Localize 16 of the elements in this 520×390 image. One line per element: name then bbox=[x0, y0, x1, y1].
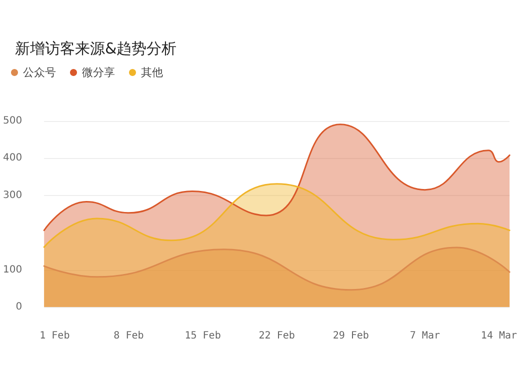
legend-label: 微分享 bbox=[82, 66, 115, 79]
y-tick-label: 0 bbox=[16, 302, 22, 312]
x-tick-label: 7 Mar bbox=[410, 330, 440, 342]
y-tick-label: 100 bbox=[2, 264, 22, 276]
y-tick-label: 400 bbox=[2, 152, 22, 164]
legend-label: 其他 bbox=[141, 66, 163, 79]
x-tick-label: 22 Feb bbox=[258, 330, 295, 342]
x-tick-label: 1 Feb bbox=[40, 330, 70, 342]
legend-label: 公众号 bbox=[23, 66, 56, 79]
chart-title: 新增访客来源&趋势分析 bbox=[15, 40, 177, 58]
y-tick-label: 300 bbox=[2, 190, 22, 201]
x-tick-label: 8 Feb bbox=[114, 330, 144, 342]
x-tick-label: 14 Mar bbox=[480, 330, 518, 342]
y-tick-label: 500 bbox=[2, 116, 22, 126]
x-tick-label: 15 Feb bbox=[184, 330, 221, 342]
x-tick-label: 29 Feb bbox=[332, 330, 369, 342]
